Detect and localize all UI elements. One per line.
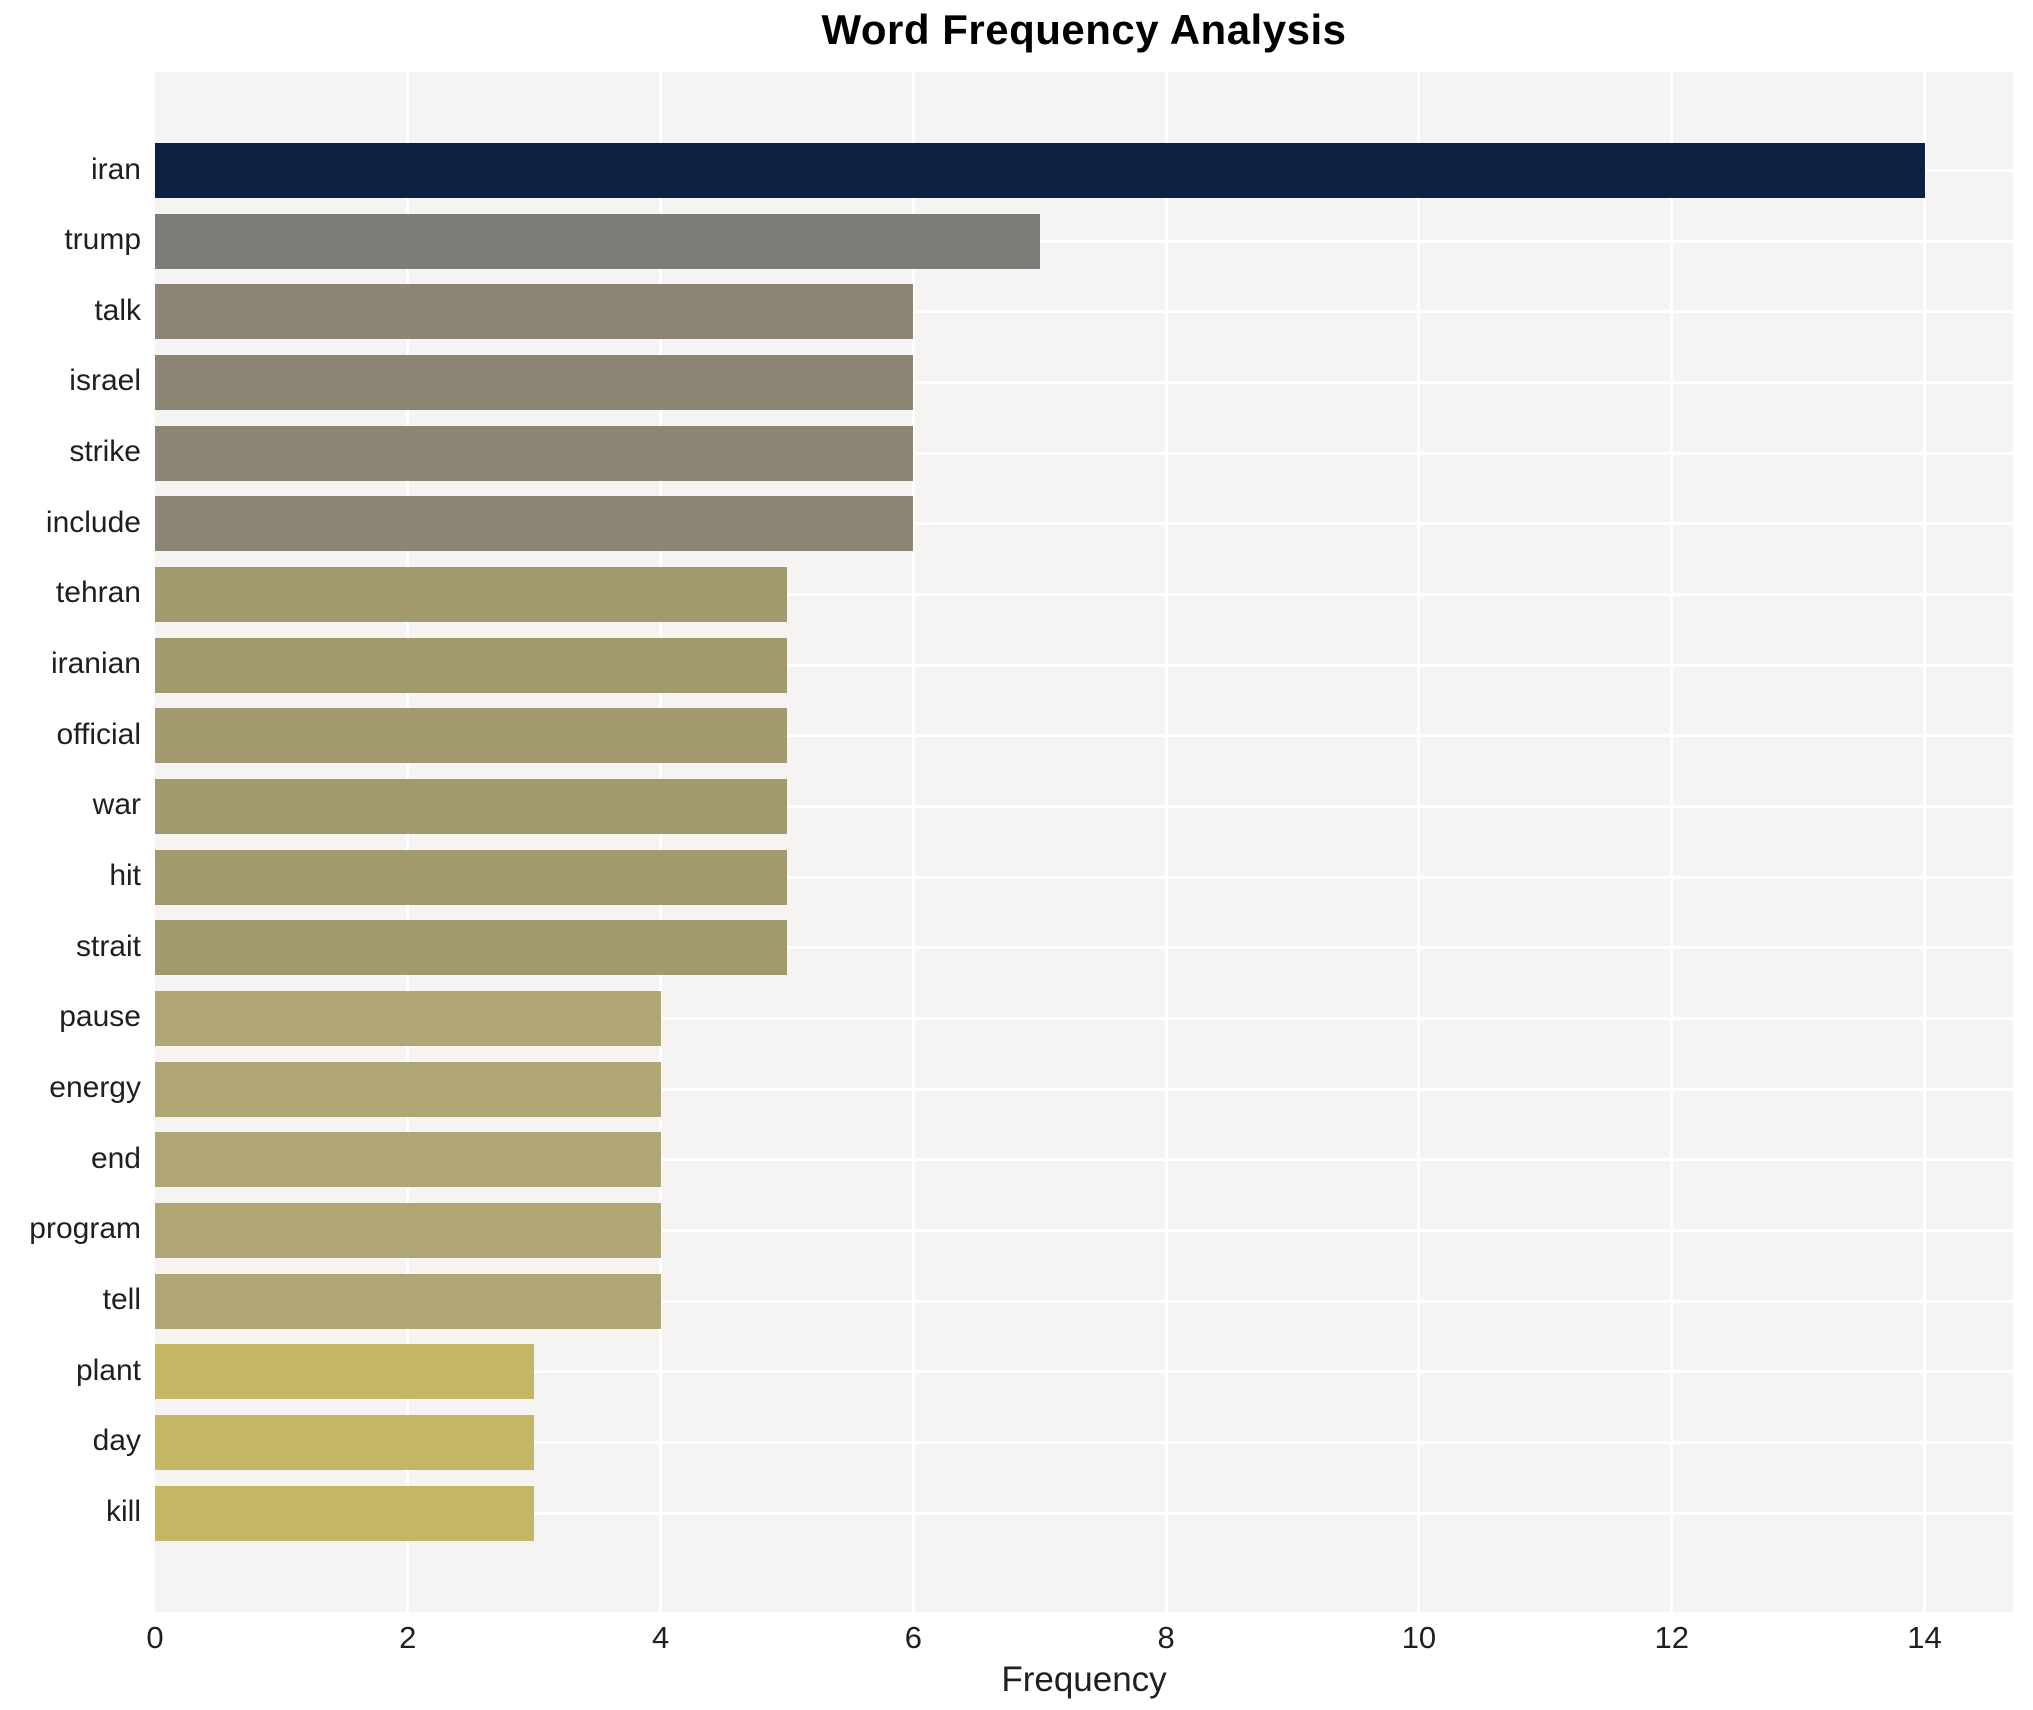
gridline-horizontal xyxy=(155,663,2013,667)
y-tick-label-strait: strait xyxy=(75,929,141,963)
gridline-vertical xyxy=(1670,72,1674,1612)
bar-iranian xyxy=(155,637,787,693)
gridline-horizontal xyxy=(155,875,2013,879)
x-axis-label: Frequency xyxy=(1001,1660,1167,1699)
gridline-horizontal xyxy=(155,310,2013,314)
y-tick-label-day: day xyxy=(92,1424,141,1458)
gridline-vertical xyxy=(1164,72,1168,1612)
y-tick-label-official: official xyxy=(56,717,142,751)
bar-trump xyxy=(155,213,1040,269)
gridline-vertical xyxy=(1417,72,1421,1612)
gridline-horizontal xyxy=(155,239,2013,243)
y-tick-label-war: war xyxy=(92,788,141,822)
gridline-horizontal xyxy=(155,1158,2013,1162)
x-tick-label-6: 6 xyxy=(904,1620,922,1655)
y-tick-label-pause: pause xyxy=(59,1000,141,1034)
y-tick-label-end: end xyxy=(90,1141,141,1175)
y-tick-label-energy: energy xyxy=(49,1071,141,1105)
x-tick-label-10: 10 xyxy=(1401,1620,1437,1655)
bar-include xyxy=(155,496,914,552)
x-tick-label-12: 12 xyxy=(1654,1620,1689,1655)
y-tick-label-plant: plant xyxy=(75,1353,141,1387)
gridline-vertical xyxy=(406,72,410,1612)
gridline-vertical xyxy=(659,72,663,1612)
bar-official xyxy=(155,708,787,764)
gridline-horizontal xyxy=(155,522,2013,526)
bar-plant xyxy=(155,1344,535,1400)
y-tick-label-include: include xyxy=(45,505,141,539)
bar-kill xyxy=(155,1485,535,1541)
gridline-horizontal xyxy=(155,1228,2013,1232)
bar-iran xyxy=(155,143,1925,198)
gridline-vertical xyxy=(911,72,915,1612)
bar-strait xyxy=(155,920,787,976)
x-tick-label-14: 14 xyxy=(1907,1620,1942,1655)
bar-israel xyxy=(155,354,914,410)
gridline-horizontal xyxy=(155,592,2013,596)
gridline-horizontal xyxy=(155,1087,2013,1091)
gridline-horizontal xyxy=(155,804,2013,808)
y-tick-label-hit: hit xyxy=(109,859,141,893)
plot-area xyxy=(155,72,2013,1612)
x-tick-label-8: 8 xyxy=(1157,1620,1175,1655)
gridline-horizontal xyxy=(155,1370,2013,1374)
gridline-horizontal xyxy=(155,380,2013,384)
bar-strike xyxy=(155,425,914,481)
gridline-horizontal xyxy=(155,1440,2013,1444)
y-tick-label-talk: talk xyxy=(94,293,141,327)
y-tick-label-tell: tell xyxy=(102,1283,141,1317)
x-tick-label-0: 0 xyxy=(146,1620,164,1655)
y-tick-label-tehran: tehran xyxy=(55,576,141,610)
x-tick-label-4: 4 xyxy=(651,1620,670,1655)
gridline-horizontal xyxy=(155,734,2013,738)
bar-energy xyxy=(155,1061,661,1117)
bar-tell xyxy=(155,1273,661,1329)
bar-war xyxy=(155,778,787,834)
gridline-horizontal xyxy=(155,1299,2013,1303)
bar-hit xyxy=(155,849,787,905)
y-tick-label-program: program xyxy=(29,1212,141,1246)
y-tick-label-trump: trump xyxy=(64,223,141,257)
bar-talk xyxy=(155,284,914,340)
bar-day xyxy=(155,1414,535,1470)
bar-tehran xyxy=(155,566,787,622)
gridline-horizontal xyxy=(155,1016,2013,1020)
gridline-horizontal xyxy=(155,451,2013,455)
gridline-horizontal xyxy=(155,1511,2013,1515)
bar-end xyxy=(155,1132,661,1188)
x-tick-label-2: 2 xyxy=(399,1620,417,1655)
chart-title: Word Frequency Analysis xyxy=(821,6,1347,53)
y-tick-label-strike: strike xyxy=(69,435,141,469)
bar-pause xyxy=(155,990,661,1046)
gridline-horizontal xyxy=(155,946,2013,950)
y-tick-label-kill: kill xyxy=(106,1495,141,1528)
y-tick-label-iranian: iranian xyxy=(50,647,141,681)
y-tick-label-iran: iran xyxy=(90,152,141,186)
bar-program xyxy=(155,1202,661,1258)
y-tick-label-israel: israel xyxy=(69,364,141,398)
gridline-vertical xyxy=(1923,72,1927,1612)
